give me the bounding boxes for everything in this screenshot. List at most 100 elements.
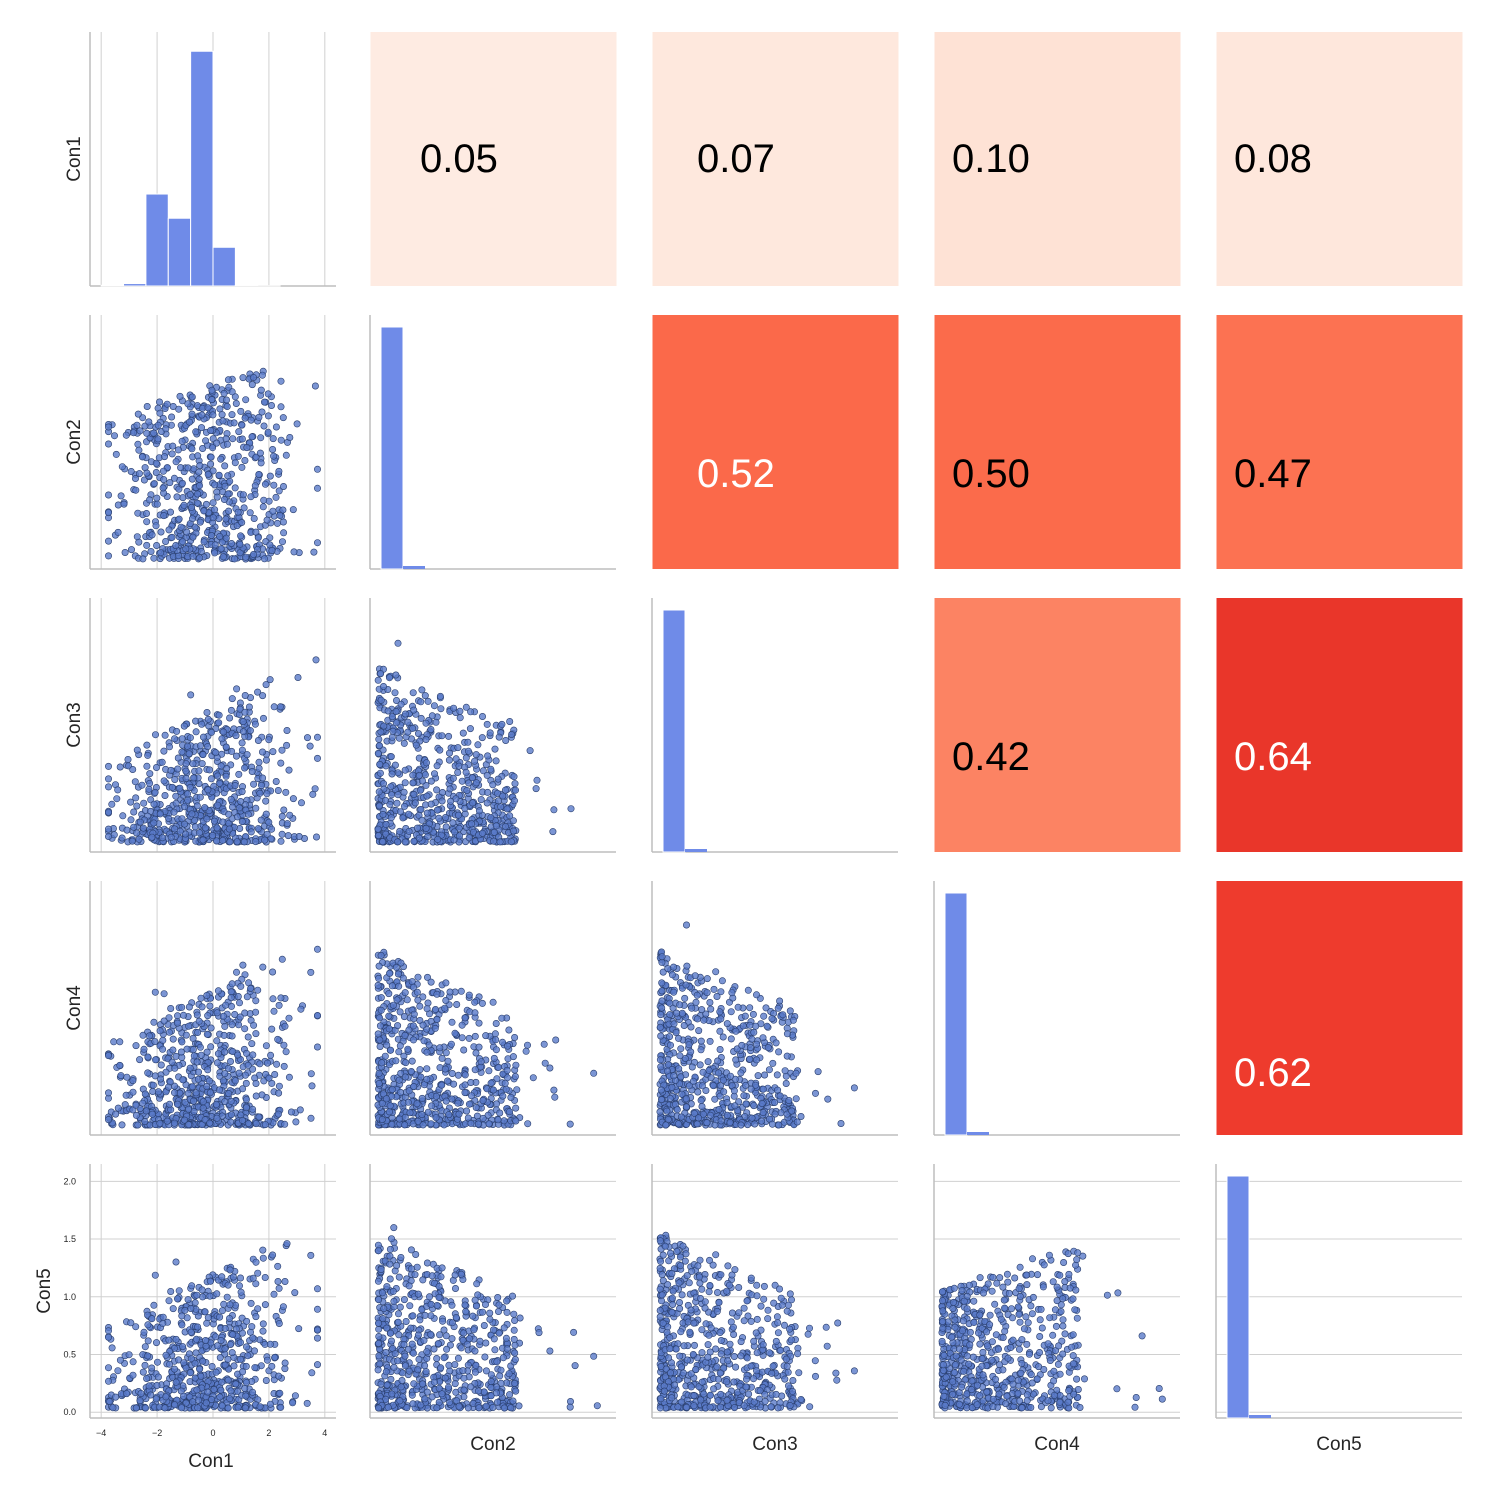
scatter-point: [121, 548, 129, 556]
scatter-point: [227, 994, 235, 1002]
scatter-point: [498, 720, 506, 728]
scatter-point: [382, 762, 390, 770]
scatter-point: [719, 1033, 727, 1041]
scatter-point: [274, 1110, 282, 1118]
scatter-point: [144, 1069, 152, 1077]
scatter-point: [395, 1048, 403, 1056]
scatter-point: [171, 1089, 179, 1097]
scatter-con3-con2: [374, 639, 575, 846]
scatter-point: [105, 1377, 113, 1385]
scatter-point: [396, 1088, 404, 1096]
scatter-point: [465, 1034, 473, 1042]
scatter-point: [677, 1045, 685, 1053]
scatter-point: [427, 777, 435, 785]
scatter-point: [228, 388, 236, 396]
scatter-point: [254, 825, 262, 833]
scatter-point: [116, 1356, 124, 1364]
scatter-point: [188, 810, 196, 818]
histogram-bar: [190, 50, 214, 287]
scatter-point: [220, 1012, 228, 1020]
scatter-point: [313, 945, 321, 953]
scatter-point: [152, 1056, 160, 1064]
scatter-point: [771, 1110, 779, 1118]
scatter-point: [303, 734, 311, 742]
scatter-point: [178, 1321, 186, 1329]
corr-cell-background: [934, 32, 1181, 286]
scatter-point: [738, 1041, 746, 1049]
scatter-point: [479, 1096, 487, 1104]
scatter-point: [225, 810, 233, 818]
scatter-point: [433, 1355, 441, 1363]
scatter-point: [218, 1273, 226, 1281]
scatter-point: [116, 763, 124, 771]
scatter-point: [385, 674, 393, 682]
scatter-point: [442, 979, 450, 987]
scatter-point: [710, 985, 718, 993]
scatter-point: [475, 1043, 483, 1051]
scatter-point: [692, 998, 700, 1006]
scatter-point: [269, 995, 277, 1003]
scatter-point: [241, 1009, 249, 1017]
scatter-point: [224, 1281, 232, 1289]
scatter-point: [448, 1070, 456, 1078]
scatter-point: [382, 1095, 390, 1103]
scatter-point: [207, 1024, 215, 1032]
scatter-point: [421, 771, 429, 779]
scatter-point: [267, 401, 275, 409]
scatter-point: [259, 692, 267, 700]
scatter-point: [231, 781, 239, 789]
scatter-point: [196, 793, 204, 801]
scatter-point: [494, 1116, 502, 1124]
scatter-point: [234, 508, 242, 516]
scatter-point: [256, 1403, 264, 1411]
histogram-bar: [944, 892, 968, 1136]
scatter-point: [412, 1251, 420, 1259]
scatter-point: [174, 1019, 182, 1027]
scatter-point: [458, 1021, 466, 1029]
scatter-point: [209, 444, 217, 452]
scatter-point: [216, 532, 224, 540]
scatter-point: [277, 436, 285, 444]
scatter-point: [487, 814, 495, 822]
scatter-point: [451, 1361, 459, 1369]
scatter-point: [198, 411, 206, 419]
scatter-point: [782, 1080, 790, 1088]
scatter-point: [267, 1051, 275, 1059]
scatter-point: [773, 1071, 781, 1079]
scatter-point: [213, 837, 221, 845]
scatter-point: [176, 392, 184, 400]
scatter-point: [203, 815, 211, 823]
scatter-point: [193, 802, 201, 810]
scatter-point: [228, 539, 236, 547]
scatter-point: [523, 1041, 531, 1049]
scatter-point: [183, 1045, 191, 1053]
scatter-point: [178, 1038, 186, 1046]
scatter-point: [243, 993, 251, 1001]
scatter-point: [208, 1396, 216, 1404]
scatter-point: [269, 445, 277, 453]
scatter-point: [207, 426, 215, 434]
scatter-point: [797, 1113, 805, 1121]
scatter-point: [430, 702, 438, 710]
scatter-point: [278, 538, 286, 546]
scatter-point: [386, 1102, 394, 1110]
corr-cell-background: [934, 315, 1181, 569]
scatter-point: [221, 1022, 229, 1030]
scatter-point: [442, 823, 450, 831]
scatter-point: [180, 1011, 188, 1019]
corr-cell-background: [1216, 32, 1463, 286]
scatter-point: [683, 962, 691, 970]
scatter-point: [275, 1082, 283, 1090]
scatter-point: [447, 797, 455, 805]
scatter-point: [761, 1071, 769, 1079]
scatter-point: [220, 495, 228, 503]
scatter-point: [680, 1021, 688, 1029]
scatter-point: [657, 1011, 665, 1019]
scatter-point: [219, 417, 227, 425]
scatter-point: [658, 979, 666, 987]
scatter-point: [275, 467, 283, 475]
scatter-point: [393, 799, 401, 807]
scatter-point: [282, 451, 290, 459]
scatter-point: [194, 1404, 202, 1412]
scatter-point: [134, 1121, 142, 1129]
